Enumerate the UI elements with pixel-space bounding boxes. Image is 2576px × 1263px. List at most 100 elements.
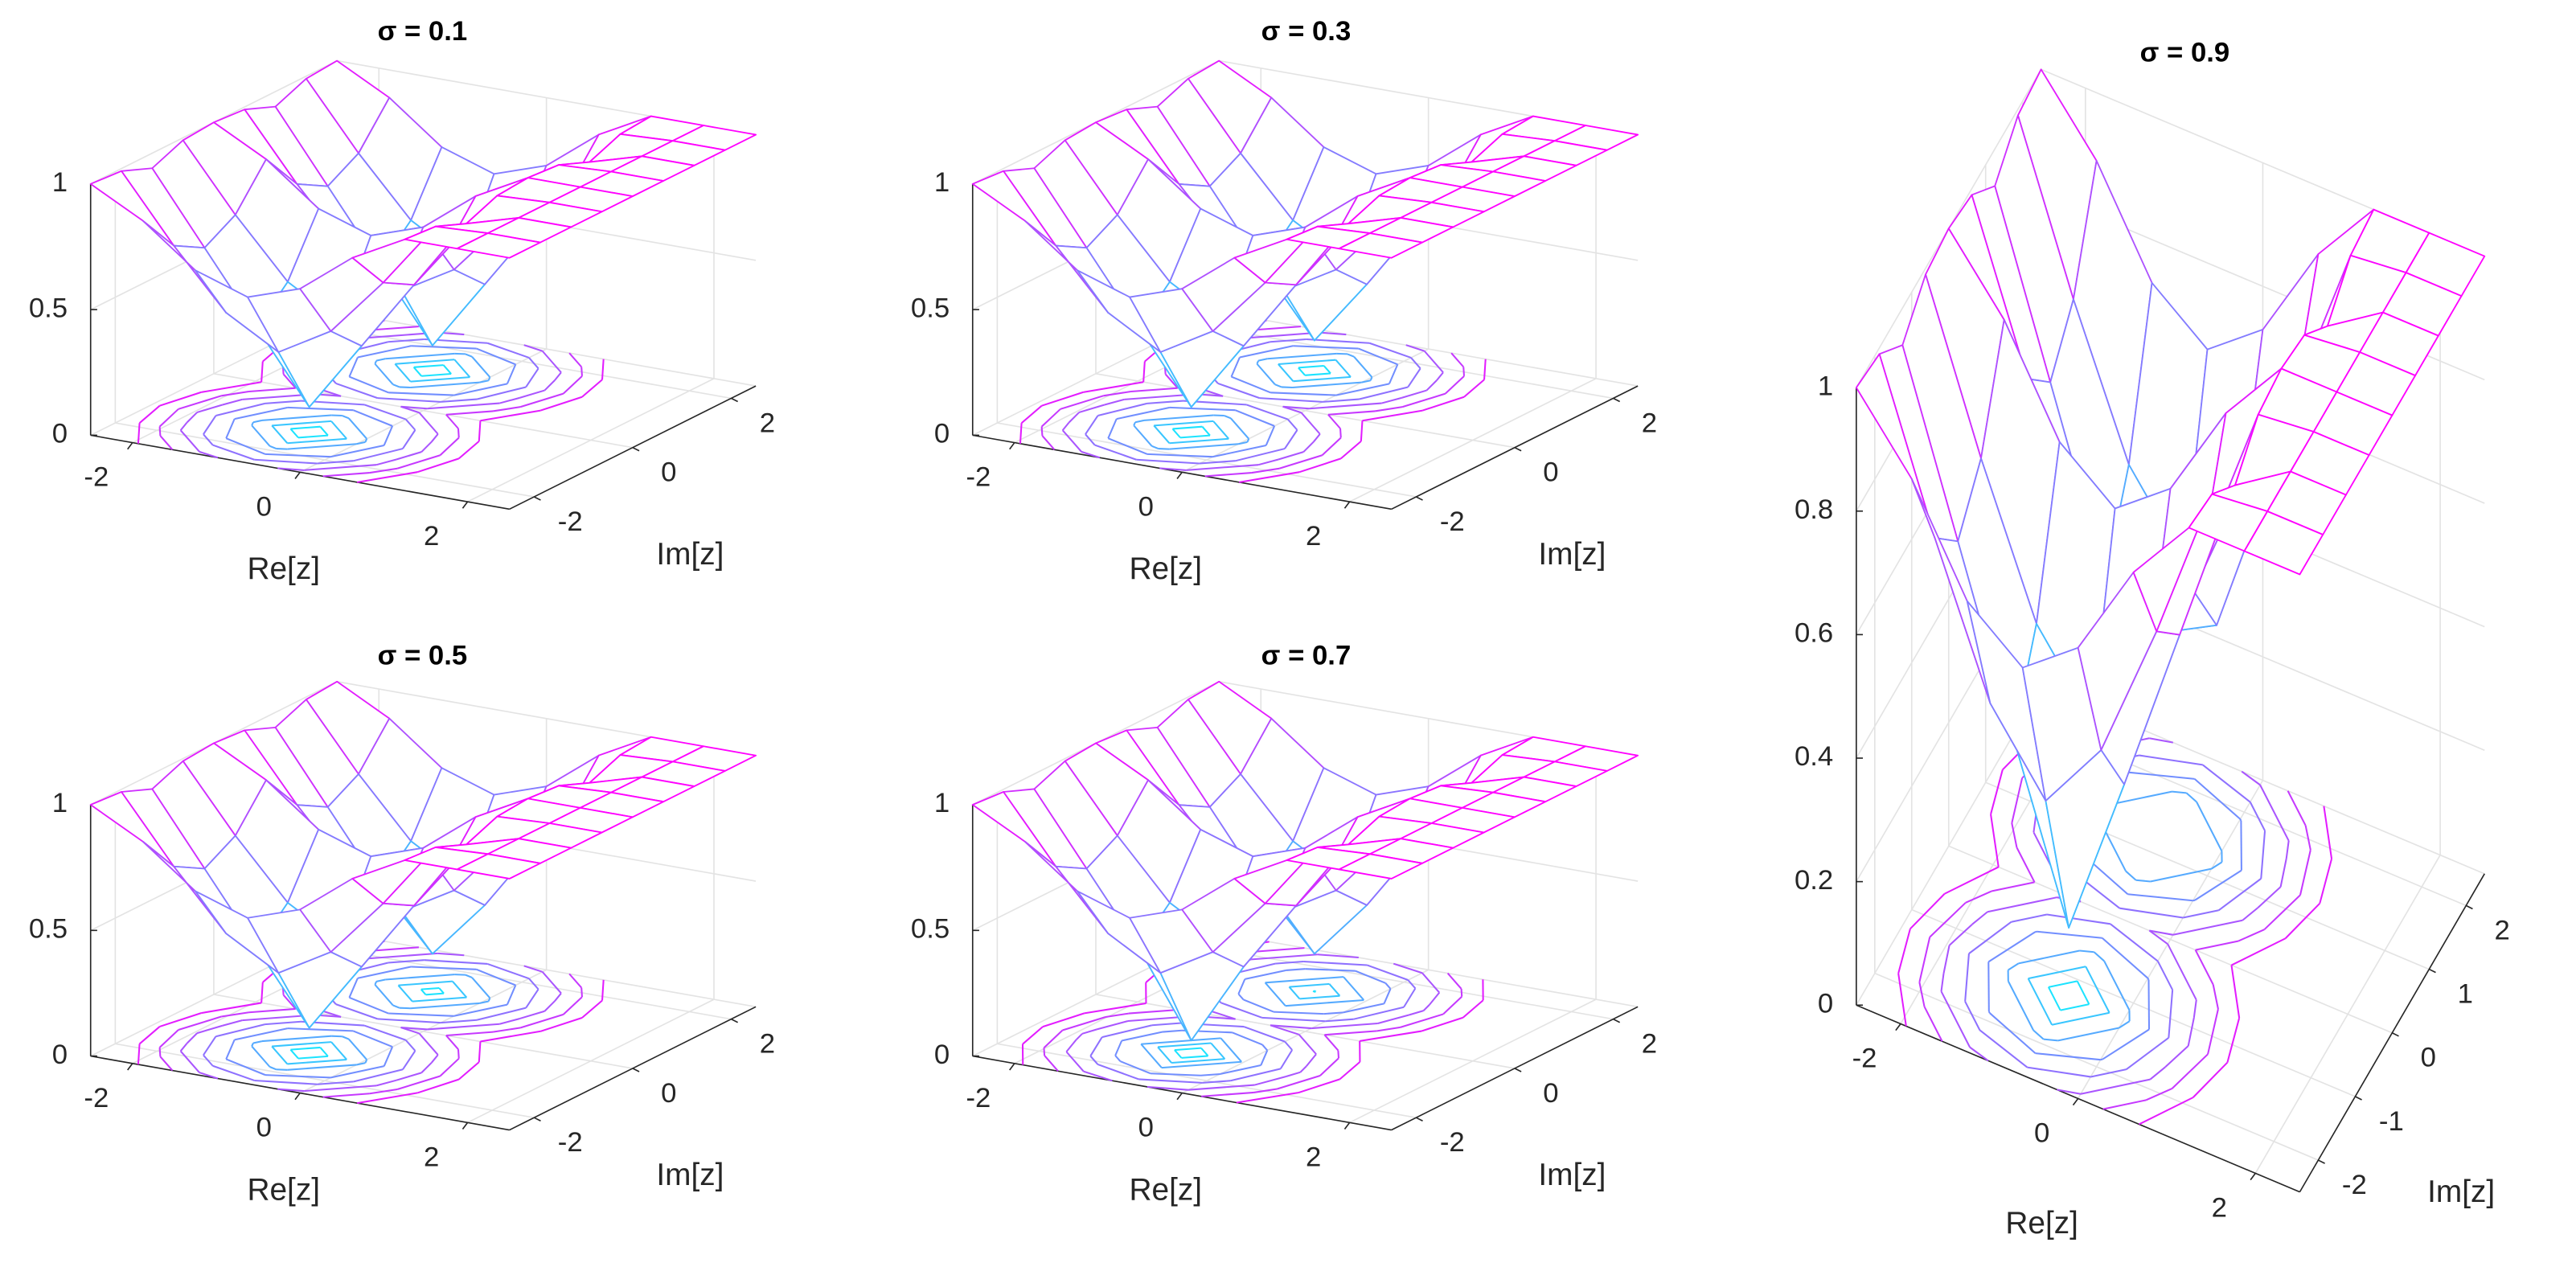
contour-line <box>1964 1001 1981 1031</box>
z-tick-label: 0.5 <box>29 913 68 944</box>
contour-line <box>1298 1034 1317 1055</box>
contour-line <box>353 409 393 427</box>
contour-line <box>1253 1088 1278 1093</box>
tick-mark <box>1415 1117 1423 1122</box>
contour-line <box>1230 417 1249 440</box>
contour-line <box>1265 425 1276 446</box>
contour-line <box>1151 1022 1180 1027</box>
contour-line <box>1201 1091 1254 1097</box>
contour-line <box>330 1065 384 1079</box>
contour-line <box>1989 1012 2037 1054</box>
contour-line <box>471 977 491 999</box>
tick-mark <box>533 1117 541 1122</box>
contour-line <box>158 408 179 428</box>
contour-line <box>2090 1068 2127 1078</box>
contour-line <box>2284 902 2321 939</box>
contour-line <box>317 1081 354 1085</box>
mesh-cell <box>456 232 541 259</box>
contour-line <box>1254 1076 1286 1086</box>
contour-line <box>375 1079 397 1087</box>
contour-line <box>331 414 343 417</box>
contour-line <box>404 1040 416 1052</box>
contour-line <box>1238 441 1248 445</box>
y-tick-label: -2 <box>1440 1127 1465 1158</box>
tick-mark <box>2250 1172 2256 1181</box>
contour-line <box>260 982 264 1003</box>
y-tick-label: 2 <box>1642 408 1657 438</box>
contour-line <box>1284 429 1298 449</box>
contour-line <box>1353 1006 1405 1020</box>
contour-line <box>445 1031 494 1036</box>
contour-line <box>396 454 441 470</box>
contour-line <box>1376 1026 1401 1032</box>
contour-line <box>1358 386 1409 400</box>
contour-line <box>1971 911 1988 925</box>
contour-line <box>1483 359 1487 380</box>
contour-line <box>2195 940 2239 951</box>
contour-line <box>138 404 161 424</box>
contour-line <box>1388 363 1399 384</box>
contour-line <box>2007 980 2035 1031</box>
contour-line <box>1991 881 2035 892</box>
contour-line <box>159 1012 202 1027</box>
contour-line <box>1200 1047 1209 1057</box>
grid-line <box>1194 944 1614 1020</box>
contour-line <box>2249 802 2266 831</box>
contour-line <box>374 981 378 986</box>
contour-line <box>1336 352 1348 355</box>
mesh-cell <box>1338 853 1423 880</box>
contour-line <box>2008 962 2020 971</box>
z-tick-label: 0 <box>52 1040 68 1070</box>
tick-mark <box>1009 442 1015 450</box>
panel: -2 0 2 -2 0 2 0 0.5 1 Re[z] Im[z] σ = 0.3 <box>911 16 1657 586</box>
contour-line <box>480 1030 541 1043</box>
contour-line <box>363 404 407 420</box>
contour-line <box>492 406 521 412</box>
contour-line <box>272 420 332 427</box>
contour-line <box>1340 441 1362 460</box>
tick-mark <box>2465 904 2473 910</box>
contour-line <box>420 986 440 990</box>
contour-line <box>1305 372 1331 376</box>
grid-line <box>115 422 535 498</box>
contour-line <box>201 381 262 393</box>
contour-line <box>1107 418 1118 439</box>
contour-line <box>1107 437 1148 455</box>
contour-line <box>2051 1011 2110 1026</box>
contour-line <box>265 1074 331 1079</box>
contour-line <box>520 392 564 408</box>
contour-line <box>1097 402 1147 417</box>
contour-line <box>431 1054 439 1064</box>
contour-line <box>1298 457 1342 474</box>
contour-line <box>554 992 562 1002</box>
contour-line <box>2126 1036 2169 1070</box>
contour-line <box>2196 802 2223 852</box>
z-tick-label: 1 <box>934 788 950 818</box>
y-tick-label: -2 <box>2342 1170 2367 1200</box>
y-tick-label: -2 <box>558 506 583 537</box>
y-tick-label: 2 <box>760 408 775 438</box>
contour-line <box>2102 937 2149 979</box>
contour-line <box>2110 790 2172 806</box>
z-tick-label: 0 <box>1818 988 1833 1019</box>
contour-line <box>272 1041 332 1048</box>
contour-line <box>1337 1050 1340 1059</box>
contour-line <box>1251 467 1280 474</box>
contour-line <box>425 992 445 996</box>
contour-line <box>1201 426 1211 437</box>
contour-line <box>1174 1049 1183 1059</box>
contour-line <box>523 965 543 973</box>
contour-line <box>1084 1003 1146 1015</box>
contour-line <box>1299 1065 1307 1073</box>
contour-line <box>2046 913 2111 925</box>
contour-line <box>2139 1097 2194 1126</box>
contour-line <box>357 1092 418 1105</box>
grid-line <box>997 422 1417 498</box>
contour-line <box>1239 345 1294 359</box>
contour-line <box>1128 1008 1182 1015</box>
contour-line <box>348 417 367 440</box>
contour-line <box>1446 972 1462 990</box>
contour-line <box>1298 365 1324 369</box>
contour-line <box>1172 425 1203 430</box>
chart-title: σ = 0.3 <box>1261 16 1352 47</box>
